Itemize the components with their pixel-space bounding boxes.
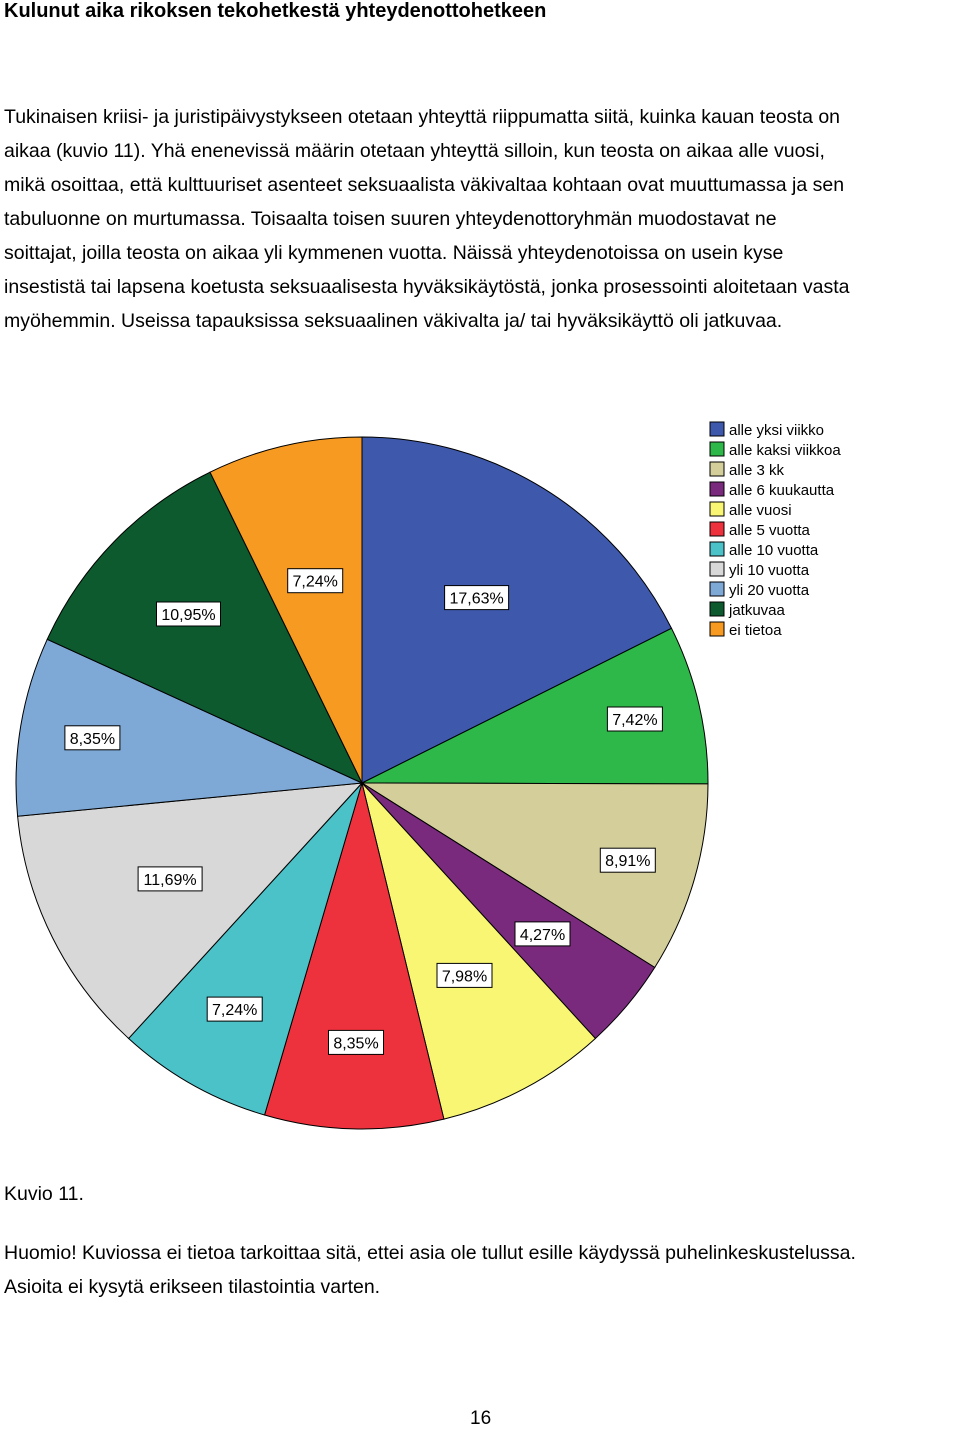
pie-slice — [17, 782, 364, 1040]
legend-swatch — [709, 421, 725, 437]
legend-label: alle 10 vuotta — [729, 542, 819, 559]
slice-percentage-label: 10,95% — [156, 601, 221, 627]
legend-label: alle 6 kuukautta — [729, 482, 835, 499]
slice-value-text: 10,95% — [161, 607, 215, 624]
legend-entry: alle 5 vuotta — [709, 521, 811, 539]
slice-value-text: 8,35% — [70, 731, 115, 748]
slice-percentage-label: 8,35% — [328, 1029, 384, 1055]
note-line: Asioita ei kysytä erikseen tilastointia … — [4, 1276, 381, 1298]
legend-swatch — [709, 601, 725, 617]
legend-label: alle 3 kk — [729, 462, 785, 479]
legend-entry: ei tietoa — [709, 621, 782, 639]
legend-entry: yli 20 vuotta — [709, 581, 810, 599]
paragraph-line: Tukinaisen kriisi- ja juristipäivystykse… — [4, 106, 841, 128]
slice-value-text: 17,63% — [449, 591, 503, 608]
legend-label: ei tietoa — [729, 622, 782, 639]
pie-slice — [361, 782, 597, 1120]
paragraph-line: tabuluonne on murtumassa. Toisaalta tois… — [4, 208, 777, 230]
legend-swatch — [709, 501, 725, 517]
slice-value-text: 11,69% — [144, 872, 197, 889]
paragraph-line: mikä osoittaa, että kulttuuriset asentee… — [4, 174, 845, 196]
legend-entry: jatkuvaa — [709, 601, 786, 619]
legend-swatch — [709, 541, 725, 557]
slice-percentage-label: 7,24% — [287, 568, 344, 594]
slice-percentage-label: 7,24% — [206, 996, 263, 1022]
legend-swatch — [709, 561, 725, 577]
pie-labels: 17,63% 7,42% 8,91% 4,27% 7,98% 8,35% 7,24% 11,6… — [64, 568, 663, 1055]
section-heading: Kulunut aika rikoksen tekohetkestä yhtey… — [4, 0, 547, 22]
paragraph-line: insestistä tai lapsena koetusta seksuaal… — [4, 276, 850, 298]
slice-value-text: 4,27% — [520, 927, 565, 944]
pie-slice — [15, 638, 364, 817]
legend-entry: yli 10 vuotta — [709, 561, 810, 579]
chart-legend: alle yksi viikko alle kaksi viikkoa alle 3… — [709, 421, 841, 639]
slice-percentage-label: 7,98% — [436, 962, 493, 988]
legend-label: alle kaksi viikkoa — [729, 442, 841, 459]
slice-value-text: 7,98% — [442, 968, 487, 985]
legend-entry: alle yksi viikko — [709, 421, 824, 439]
slice-value-text: 8,91% — [605, 853, 650, 870]
slice-percentage-label: 7,42% — [606, 706, 663, 732]
legend-swatch — [709, 481, 725, 497]
pie-slice — [46, 471, 364, 785]
pie-slice — [361, 436, 673, 784]
legend-entry: alle 6 kuukautta — [709, 481, 835, 499]
legend-swatch — [709, 461, 725, 477]
legend-entry: alle kaksi viikkoa — [709, 441, 841, 459]
legend-label: yli 20 vuotta — [729, 582, 810, 599]
paragraph-line: myöhemmin. Useissa tapauksissa seksuaali… — [4, 310, 783, 332]
legend-label: alle yksi viikko — [729, 422, 824, 439]
slice-percentage-label: 11,69% — [137, 866, 203, 892]
note-line: Huomio! Kuviossa ei tietoa tarkoittaa si… — [4, 1242, 856, 1264]
slice-value-text: 7,42% — [612, 712, 657, 729]
slice-percentage-label: 8,91% — [599, 847, 656, 873]
slice-percentage-label: 8,35% — [64, 725, 121, 751]
legend-label: jatkuvaa — [728, 602, 786, 619]
pie-slice — [209, 436, 363, 784]
pie-slices — [15, 436, 709, 1130]
legend-label: alle vuosi — [729, 502, 792, 519]
page-number: 16 — [470, 1408, 492, 1429]
slice-percentage-label: 4,27% — [514, 921, 571, 947]
legend-swatch — [709, 521, 725, 537]
figure-note: Huomio! Kuviossa ei tietoa tarkoittaa si… — [4, 1236, 960, 1304]
slice-value-text: 7,24% — [212, 1002, 257, 1019]
legend-entry: alle vuosi — [709, 501, 792, 519]
pie-slice — [361, 627, 709, 785]
body-paragraph: Tukinaisen kriisi- ja juristipäivystykse… — [4, 100, 959, 338]
legend-entry: alle 3 kk — [709, 461, 785, 479]
pie-slice — [360, 782, 709, 969]
paragraph-line: aikaa (kuvio 11). Yhä enenevissä määrin … — [4, 140, 825, 162]
legend-swatch — [709, 621, 725, 637]
pie-chart: 17,63% 7,42% 8,91% 4,27% 7,98% 8,35% 7,24% 11,6… — [15, 421, 841, 1130]
legend-entry: alle 10 vuotta — [709, 541, 819, 559]
slice-value-text: 7,24% — [293, 574, 338, 591]
legend-label: alle 5 vuotta — [729, 522, 811, 539]
slice-percentage-label: 17,63% — [444, 585, 510, 611]
paragraph-line: soittajat, joilla teosta on aikaa yli ky… — [4, 242, 784, 264]
pie-slice — [263, 781, 445, 1130]
legend-label: yli 10 vuotta — [729, 562, 810, 579]
legend-swatch — [709, 441, 725, 457]
pie-slice — [127, 782, 363, 1116]
slice-value-text: 8,35% — [333, 1035, 378, 1052]
figure-caption: Kuvio 11. — [4, 1183, 84, 1205]
legend-swatch — [709, 581, 725, 597]
